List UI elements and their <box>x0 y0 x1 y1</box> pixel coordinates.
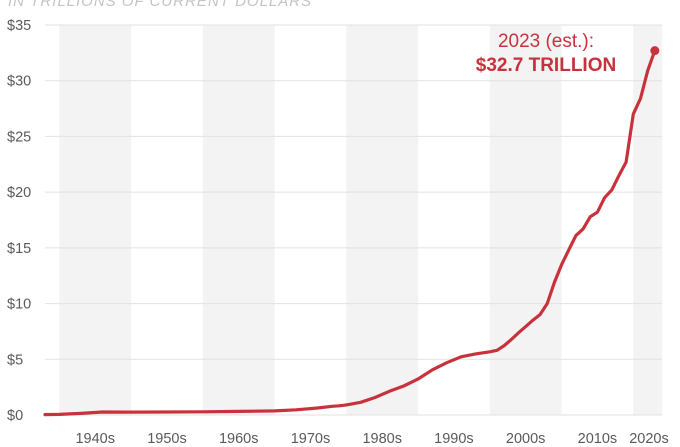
y-tick-label: $15 <box>7 241 31 257</box>
end-point-marker <box>650 46 660 56</box>
x-tick-label: 1960s <box>219 431 259 447</box>
y-tick-label: $10 <box>7 297 31 313</box>
gridlines <box>45 24 662 416</box>
x-tick-label: 2000s <box>506 431 546 447</box>
decade-band <box>202 25 275 415</box>
series-line <box>43 49 657 417</box>
x-tick-label: 1980s <box>362 431 402 447</box>
x-tick-label: 2020s <box>629 431 669 447</box>
decade-band <box>346 25 419 415</box>
y-tick-label: $0 <box>7 408 23 424</box>
decade-band <box>59 25 132 415</box>
y-tick-label: $20 <box>7 185 31 201</box>
y-tick-label: $30 <box>7 74 31 90</box>
x-tick-label: 1950s <box>147 431 187 447</box>
annotation-value-label: $32.7 TRILLION <box>476 55 616 76</box>
x-tick-label: 1990s <box>434 431 474 447</box>
y-axis-ticks: $0 $5 $10 $15 $20 $25 $30 $35 <box>7 18 31 424</box>
y-tick-label: $5 <box>7 352 23 368</box>
x-tick-label: 1940s <box>75 431 115 447</box>
annotation-year-label: 2023 (est.): <box>498 31 594 52</box>
y-tick-label: $35 <box>7 18 31 34</box>
x-axis-ticks: 1940s 1950s 1960s 1970s 1980s 1990s 2000s 2010s… <box>75 431 668 447</box>
y-tick-label: $25 <box>7 129 31 145</box>
decade-band <box>489 25 562 415</box>
x-tick-label: 1970s <box>291 431 331 447</box>
decade-band <box>633 25 662 415</box>
x-tick-label: 2010s <box>578 431 618 447</box>
chart-subtitle: IN TRILLIONS OF CURRENT DOLLARS <box>8 0 312 10</box>
decade-bands <box>59 25 662 415</box>
